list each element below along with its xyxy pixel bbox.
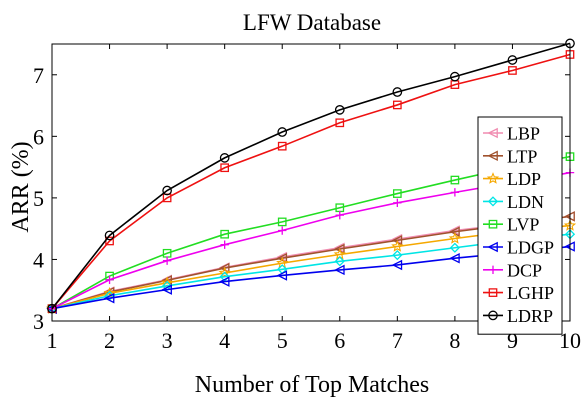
data-point [162, 256, 172, 265]
x-tick-label: 5 [277, 328, 288, 353]
chart-title: LFW Database [243, 10, 381, 35]
legend-label: LGHP [507, 283, 554, 303]
data-point [218, 266, 231, 279]
legend-item: LTP [483, 146, 537, 166]
data-point [335, 210, 344, 220]
legend-item: LVP [483, 215, 539, 235]
y-tick-label: 3 [33, 309, 44, 334]
series-line [51, 42, 571, 310]
x-tick-label: 10 [559, 328, 581, 353]
legend-marker [487, 150, 498, 162]
data-point [449, 252, 460, 264]
data-point [334, 105, 345, 115]
data-point [391, 259, 403, 271]
data-point [450, 188, 460, 197]
data-point [450, 71, 460, 82]
data-point [277, 217, 287, 227]
legend-marker [487, 196, 499, 207]
data-point [508, 66, 517, 75]
legend-label: LDP [507, 169, 541, 189]
legend-marker [488, 265, 498, 274]
legend-item: LGHP [483, 283, 554, 303]
data-point [391, 240, 404, 252]
x-tick-label: 3 [162, 328, 173, 353]
series-ldrp [47, 38, 575, 314]
data-point [105, 275, 114, 284]
data-point [162, 185, 172, 196]
legend-item: LDP [483, 169, 541, 189]
x-tick-label: 1 [47, 328, 58, 353]
legend-marker [488, 288, 498, 297]
legend-label: LDRP [507, 306, 553, 326]
data-point [160, 276, 174, 289]
data-point [392, 100, 402, 110]
data-point [277, 141, 287, 151]
x-tick-label: 4 [219, 328, 230, 353]
y-tick-label: 7 [33, 63, 44, 88]
data-point [219, 153, 230, 163]
data-point [392, 87, 403, 97]
data-point [220, 240, 229, 249]
legend-label: LVP [507, 215, 539, 235]
legend-label: DCP [507, 260, 542, 280]
data-point [392, 189, 402, 198]
x-tick-label: 6 [334, 328, 345, 353]
legend-label: LDN [507, 192, 544, 212]
data-point [278, 226, 287, 235]
y-axis-label: ARR (%) [8, 141, 34, 232]
data-point [450, 175, 460, 185]
legend-item: LDGP [483, 238, 554, 258]
data-point [334, 264, 345, 276]
data-point [104, 230, 115, 241]
x-axis-label: Number of Top Matches [195, 372, 430, 398]
data-point [219, 276, 230, 287]
data-point [220, 163, 230, 173]
x-tick-label: 9 [507, 328, 518, 353]
series-line [51, 53, 571, 310]
data-point [219, 262, 230, 274]
data-point [507, 55, 518, 65]
legend-marker [488, 310, 498, 321]
y-tick-label: 5 [33, 186, 44, 211]
x-tick-label: 7 [392, 328, 403, 353]
data-point [220, 229, 230, 239]
legend-marker [488, 219, 498, 229]
x-tick-label: 8 [449, 328, 460, 353]
legend-item: DCP [483, 260, 542, 280]
data-point [277, 127, 288, 137]
legend-item: LDN [483, 192, 544, 212]
data-point [448, 232, 462, 244]
data-point [103, 292, 115, 304]
legend-item: LDRP [483, 306, 553, 326]
x-tick-label: 2 [104, 328, 115, 353]
data-point [276, 252, 288, 264]
data-point [449, 242, 461, 253]
axes-box [51, 43, 571, 322]
y-tick-label: 4 [33, 247, 44, 272]
legend-marker [486, 172, 500, 184]
data-point [276, 270, 288, 281]
legend-label: LDGP [507, 238, 554, 258]
legend-label: LTP [507, 146, 537, 166]
data-point [161, 284, 172, 295]
data-point [392, 250, 403, 261]
y-tick-label: 6 [33, 124, 44, 149]
data-point [334, 256, 345, 267]
legend-box [477, 116, 563, 335]
legend-item: LBP [483, 124, 540, 144]
data-point [334, 243, 345, 255]
legend-marker [487, 241, 498, 253]
data-point [393, 198, 402, 208]
data-point [335, 118, 345, 128]
legend-label: LBP [507, 124, 540, 144]
legend-marker [487, 127, 498, 139]
